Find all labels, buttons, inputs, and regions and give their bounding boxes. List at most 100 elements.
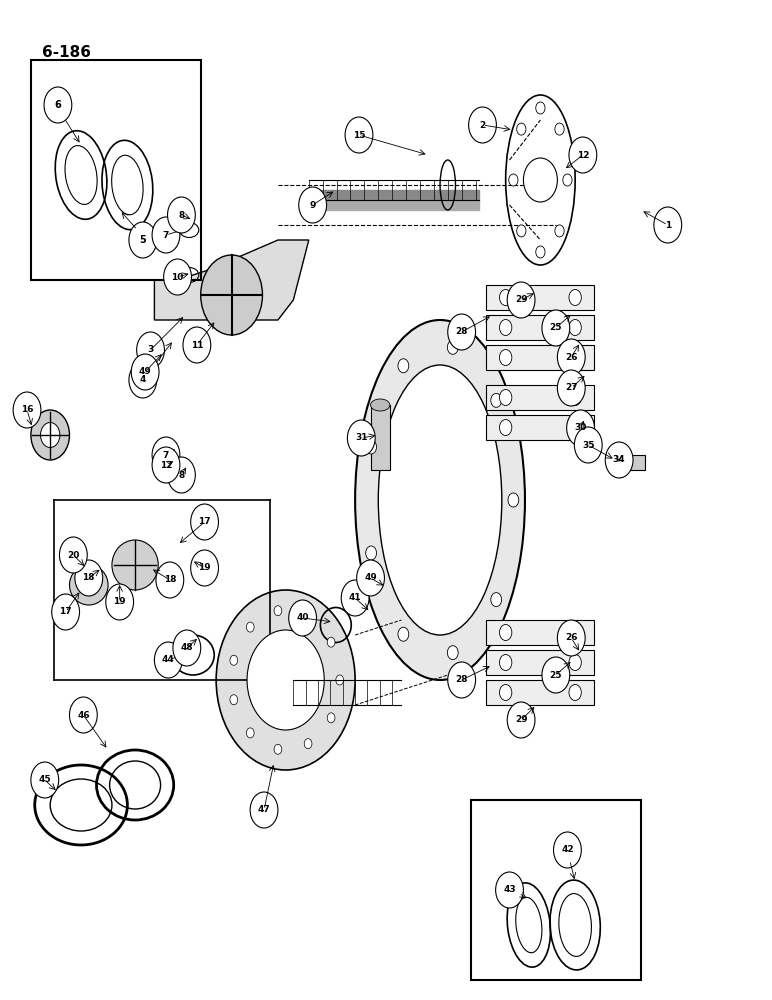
- Circle shape: [327, 713, 335, 723]
- Text: 4: 4: [140, 375, 146, 384]
- Circle shape: [274, 744, 282, 754]
- Bar: [486, 315, 594, 340]
- Circle shape: [327, 637, 335, 647]
- Text: 46: 46: [77, 710, 90, 720]
- Text: 8: 8: [178, 211, 185, 220]
- Circle shape: [574, 427, 602, 463]
- Text: 44: 44: [162, 656, 174, 664]
- Bar: [31, 60, 201, 280]
- Circle shape: [106, 584, 134, 620]
- Text: 19: 19: [113, 597, 126, 606]
- Circle shape: [499, 350, 512, 365]
- Circle shape: [448, 662, 476, 698]
- Circle shape: [542, 310, 570, 346]
- Circle shape: [507, 702, 535, 738]
- Ellipse shape: [371, 399, 390, 411]
- Circle shape: [191, 550, 218, 586]
- Text: 9: 9: [310, 200, 316, 210]
- Text: 47: 47: [258, 806, 270, 814]
- Bar: [486, 345, 594, 370]
- Circle shape: [569, 320, 581, 336]
- Circle shape: [569, 389, 581, 406]
- Circle shape: [508, 493, 519, 507]
- Text: 10: 10: [171, 272, 184, 282]
- Bar: [371, 405, 390, 470]
- Circle shape: [246, 728, 254, 738]
- Circle shape: [605, 442, 633, 478]
- Ellipse shape: [378, 365, 502, 635]
- Ellipse shape: [69, 565, 108, 605]
- Circle shape: [569, 420, 581, 436]
- Text: 49: 49: [139, 367, 151, 376]
- Text: 17: 17: [198, 518, 211, 526]
- Ellipse shape: [247, 630, 324, 730]
- Circle shape: [129, 362, 157, 398]
- Ellipse shape: [355, 320, 525, 680]
- Text: 49: 49: [364, 574, 377, 582]
- Text: 28: 28: [455, 328, 468, 336]
- Circle shape: [491, 393, 502, 407]
- Circle shape: [183, 327, 211, 363]
- Text: 35: 35: [582, 440, 594, 450]
- Circle shape: [230, 655, 238, 665]
- Circle shape: [347, 420, 375, 456]
- Text: 18: 18: [164, 576, 176, 584]
- Circle shape: [555, 225, 564, 237]
- Ellipse shape: [216, 590, 355, 770]
- Bar: [486, 285, 594, 310]
- Circle shape: [274, 606, 282, 616]
- Circle shape: [59, 537, 87, 573]
- Circle shape: [250, 792, 278, 828]
- Text: 43: 43: [503, 886, 516, 894]
- Text: 12: 12: [160, 460, 172, 470]
- Text: 20: 20: [67, 550, 80, 560]
- Circle shape: [366, 546, 377, 560]
- Circle shape: [516, 123, 526, 135]
- Text: 6: 6: [55, 100, 61, 110]
- Text: 2: 2: [479, 120, 486, 129]
- Circle shape: [191, 504, 218, 540]
- Circle shape: [13, 392, 41, 428]
- Text: 48: 48: [181, 644, 193, 652]
- Text: 25: 25: [550, 670, 562, 680]
- Circle shape: [75, 560, 103, 596]
- Circle shape: [569, 137, 597, 173]
- Circle shape: [246, 622, 254, 632]
- Circle shape: [569, 684, 581, 700]
- Circle shape: [542, 657, 570, 693]
- Circle shape: [299, 187, 327, 223]
- Circle shape: [509, 174, 518, 186]
- Text: 3: 3: [147, 346, 154, 355]
- Text: 41: 41: [349, 593, 361, 602]
- Circle shape: [52, 594, 80, 630]
- Circle shape: [448, 314, 476, 350]
- Circle shape: [357, 560, 384, 596]
- Circle shape: [654, 207, 682, 243]
- Circle shape: [398, 359, 408, 373]
- Text: 18: 18: [83, 574, 95, 582]
- Circle shape: [152, 217, 180, 253]
- Circle shape: [131, 354, 159, 390]
- Circle shape: [499, 389, 512, 406]
- Circle shape: [345, 117, 373, 153]
- Circle shape: [164, 259, 191, 295]
- Circle shape: [69, 697, 97, 733]
- Circle shape: [557, 620, 585, 656]
- Text: 7: 7: [163, 450, 169, 460]
- Text: 29: 29: [515, 296, 527, 304]
- Circle shape: [168, 197, 195, 233]
- Text: 8: 8: [178, 471, 185, 480]
- Bar: [486, 415, 594, 440]
- Circle shape: [366, 440, 377, 454]
- Text: 28: 28: [455, 676, 468, 684]
- Circle shape: [499, 420, 512, 436]
- Circle shape: [507, 282, 535, 318]
- Circle shape: [469, 107, 496, 143]
- Ellipse shape: [112, 540, 158, 590]
- Text: 25: 25: [550, 324, 562, 332]
- Circle shape: [152, 437, 180, 473]
- Circle shape: [499, 654, 512, 670]
- Circle shape: [536, 102, 545, 114]
- Circle shape: [304, 611, 312, 621]
- Text: 29: 29: [515, 716, 527, 724]
